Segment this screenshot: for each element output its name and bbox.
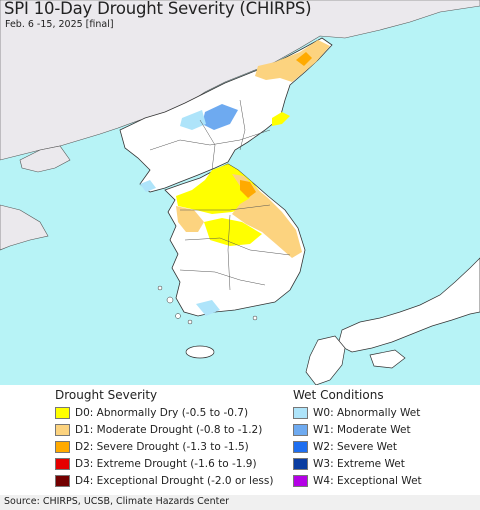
swatch-w2: [293, 441, 308, 453]
province-borders: [149, 99, 291, 291]
legend-label-w2: W2: Severe Wet: [313, 441, 397, 453]
legend-label-w3: W3: Extreme Wet: [313, 458, 405, 470]
d0-east-coast: [272, 112, 290, 126]
legend-label-w0: W0: Abnormally Wet: [313, 407, 421, 419]
footer: Source: CHIRPS, UCSB, Climate Hazards Ce…: [0, 495, 480, 510]
d1-west: [176, 206, 204, 232]
swatch-d3: [55, 458, 70, 470]
japan-honshu: [337, 257, 480, 353]
japan-shikoku: [369, 349, 406, 369]
swatch-w1: [293, 424, 308, 436]
swatch-w4: [293, 475, 308, 487]
legend-item-d4: D4: Exceptional Drought (-2.0 or less): [55, 474, 273, 488]
w1-north: [202, 104, 238, 130]
legend-item-d2: D2: Severe Drought (-1.3 to -1.5): [55, 440, 249, 454]
map-canvas: [0, 0, 480, 385]
southwest-islands: [157, 285, 258, 325]
source-text: Source: CHIRPS, UCSB, Climate Hazards Ce…: [4, 496, 230, 507]
drought-legend-title: Drought Severity: [55, 388, 158, 402]
japan-kyushu: [305, 335, 346, 385]
map-subtitle: Feb. 6 -15, 2025 [final]: [5, 19, 114, 30]
swatch-d0: [55, 407, 70, 419]
legend-item-w4: W4: Exceptional Wet: [293, 474, 422, 488]
legend-label-w1: W1: Moderate Wet: [313, 424, 411, 436]
legend-item-d1: D1: Moderate Drought (-0.8 to -1.2): [55, 423, 262, 437]
drought-map: SPI 10-Day Drought Severity (CHIRPS) Feb…: [0, 0, 480, 385]
swatch-w0: [293, 407, 308, 419]
legend-label-d0: D0: Abnormally Dry (-0.5 to -0.7): [75, 407, 249, 419]
legend-label-d1: D1: Moderate Drought (-0.8 to -1.2): [75, 424, 263, 436]
legend-label-d3: D3: Extreme Drought (-1.6 to -1.9): [75, 458, 257, 470]
legend-item-d0: D0: Abnormally Dry (-0.5 to -0.7): [55, 406, 248, 420]
d2-northeast: [296, 52, 312, 66]
d0-southwest: [204, 218, 262, 246]
swatch-w3: [293, 458, 308, 470]
legend-item-w0: W0: Abnormally Wet: [293, 406, 420, 420]
legend-item-w2: W2: Severe Wet: [293, 440, 397, 454]
swatch-d1: [55, 424, 70, 436]
map-title: SPI 10-Day Drought Severity (CHIRPS): [4, 0, 312, 18]
jeju-island: [185, 345, 215, 359]
legend-label-w4: W4: Exceptional Wet: [313, 475, 422, 487]
d1-northeast: [255, 40, 330, 82]
liaodong-land: [19, 145, 71, 173]
wet-legend-title: Wet Conditions: [293, 388, 384, 402]
legend-item-w3: W3: Extreme Wet: [293, 457, 405, 471]
w0-south: [196, 300, 220, 316]
w0-north: [180, 110, 206, 130]
legend-item-d3: D3: Extreme Drought (-1.6 to -1.9): [55, 457, 257, 471]
shandong-land: [0, 204, 49, 251]
legend: Drought Severity Wet Conditions D0: Abno…: [0, 385, 480, 495]
swatch-d2: [55, 441, 70, 453]
w0-west: [140, 180, 156, 192]
legend-label-d4: D4: Exceptional Drought (-2.0 or less): [75, 475, 274, 487]
swatch-d4: [55, 475, 70, 487]
d2-central: [240, 180, 256, 198]
legend-label-d2: D2: Severe Drought (-1.3 to -1.5): [75, 441, 249, 453]
legend-item-w1: W1: Moderate Wet: [293, 423, 411, 437]
